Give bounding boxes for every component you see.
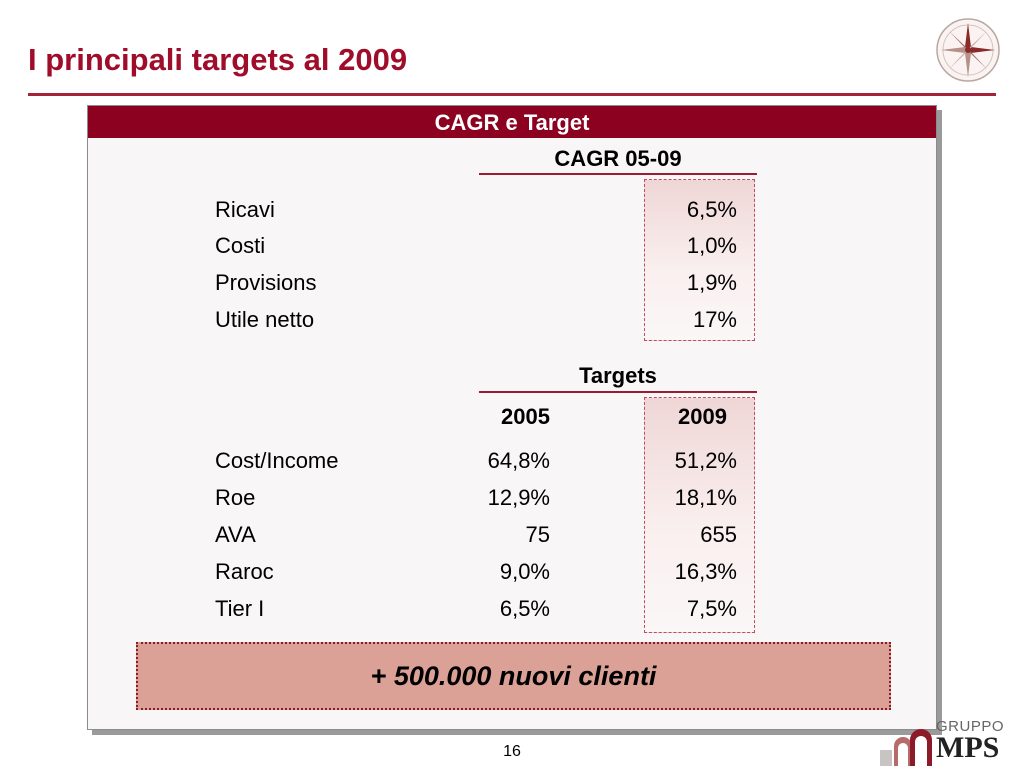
- new-clients-banner: + 500.000 nuovi clienti: [136, 642, 891, 710]
- title-divider: [28, 93, 996, 96]
- page-number: 16: [503, 743, 521, 760]
- target-value-2005: 12,9%: [487, 485, 550, 510]
- target-row-label: Raroc: [215, 559, 274, 584]
- cagr-row-label: Ricavi: [215, 197, 275, 222]
- targets-highlight-box: [644, 397, 755, 633]
- target-value-2005: 75: [525, 522, 550, 547]
- target-value-2005: 6,5%: [499, 596, 550, 621]
- cagr-heading-rule: [479, 173, 757, 175]
- mps-arches-icon: [880, 729, 932, 766]
- target-row: Cost/Income 64,8% 51,2%: [88, 446, 936, 476]
- column-2005-header: 2005: [501, 404, 550, 429]
- logo-mps-text: MPS: [936, 731, 1000, 764]
- cagr-row-label: Costi: [215, 233, 266, 258]
- target-row: AVA 75 655: [88, 520, 936, 550]
- target-value-2009: 7,5%: [686, 596, 737, 621]
- logo-gruppo-text: GRUPPO: [936, 718, 1005, 735]
- target-row-label: AVA: [215, 522, 256, 547]
- column-2009-header: 2009: [678, 404, 727, 429]
- targets-heading: Targets: [579, 363, 657, 388]
- gruppo-mps-logo: GRUPPO MPS: [878, 718, 1016, 766]
- cagr-row-value: 6,5%: [686, 197, 737, 222]
- panel-header: CAGR e Target: [88, 106, 936, 138]
- target-row-label: Cost/Income: [215, 448, 339, 473]
- cagr-highlight-box: [644, 179, 755, 341]
- cagr-row-value: 17%: [692, 307, 737, 332]
- targets-heading-rule: [479, 391, 757, 393]
- cagr-row-value: 1,0%: [686, 233, 737, 258]
- cagr-row: Ricavi 6,5%: [88, 195, 936, 225]
- cagr-row: Provisions 1,9%: [88, 268, 936, 298]
- cagr-row-label: Utile netto: [215, 307, 315, 332]
- target-row: Tier I 6,5% 7,5%: [88, 594, 936, 624]
- target-row-label: Roe: [215, 485, 256, 510]
- cagr-heading: CAGR 05-09: [554, 146, 682, 171]
- cagr-row: Utile netto 17%: [88, 305, 936, 335]
- target-row: Raroc 9,0% 16,3%: [88, 557, 936, 587]
- slide-title: I principali targets al 2009: [28, 42, 408, 77]
- target-value-2009: 18,1%: [674, 485, 737, 510]
- target-row-label: Tier I: [215, 596, 265, 621]
- cagr-target-panel: CAGR e Target CAGR 05-09 Ricavi 6,5% Cos…: [87, 105, 937, 730]
- compass-rose-icon: [936, 18, 1000, 82]
- target-value-2005: 9,0%: [499, 559, 550, 584]
- target-value-2005: 64,8%: [487, 448, 550, 473]
- cagr-row-label: Provisions: [215, 270, 317, 295]
- target-value-2009: 655: [700, 522, 737, 547]
- target-value-2009: 51,2%: [674, 448, 737, 473]
- cagr-row-value: 1,9%: [686, 270, 737, 295]
- cagr-row: Costi 1,0%: [88, 231, 936, 261]
- target-row: Roe 12,9% 18,1%: [88, 483, 936, 513]
- target-value-2009: 16,3%: [674, 559, 737, 584]
